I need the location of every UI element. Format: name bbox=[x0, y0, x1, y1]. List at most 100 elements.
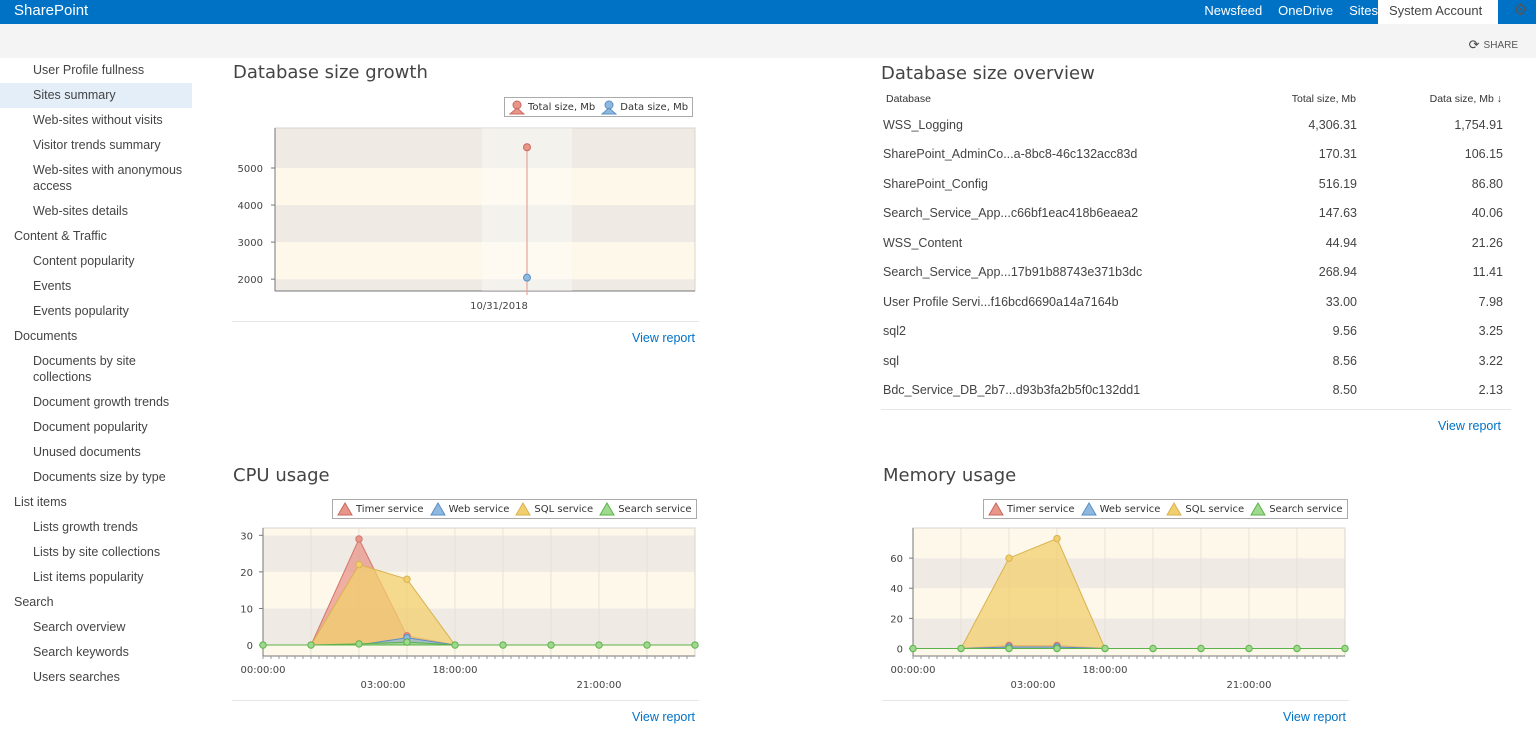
legend-label: Web service bbox=[448, 503, 510, 515]
sidebar-item[interactable]: Users searches bbox=[33, 670, 120, 684]
data-point bbox=[355, 535, 363, 543]
data-point bbox=[957, 644, 965, 653]
nav-newsfeed[interactable]: Newsfeed bbox=[1204, 3, 1263, 18]
table-row[interactable]: Bdc_Service_DB_2b7...d93b3fa2b5f0c132dd1… bbox=[881, 376, 1507, 406]
sidebar-item[interactable]: Document popularity bbox=[33, 420, 148, 434]
table-row[interactable]: WSS_Content 44.94 21.26 bbox=[881, 228, 1507, 258]
legend-label: Total size, Mb bbox=[528, 101, 596, 113]
nav-sites[interactable]: Sites bbox=[1349, 3, 1378, 18]
legend-search-service: Search service bbox=[599, 501, 692, 517]
y-tick-label: 5000 bbox=[238, 164, 263, 175]
data-point bbox=[451, 641, 459, 649]
y-tick-label: 2000 bbox=[238, 275, 263, 286]
table-row[interactable]: User Profile Servi...f16bcd6690a14a7164b… bbox=[881, 287, 1507, 317]
growth-chart: 2000 3000 4000 5000 10/31/2018 bbox=[238, 127, 696, 312]
sidebar-section-header[interactable]: Search bbox=[14, 595, 54, 609]
total-size-cell: 4,306.31 bbox=[1308, 117, 1357, 132]
sidebar-item[interactable]: Unused documents bbox=[33, 445, 141, 459]
x-tick-label: 00:00:00 bbox=[241, 665, 286, 676]
column-total-size[interactable]: Total size, Mb bbox=[1291, 93, 1356, 105]
data-size-cell: 40.06 bbox=[1471, 206, 1503, 221]
y-tick-label: 40 bbox=[890, 584, 903, 595]
table-row[interactable]: SharePoint_Config 516.19 86.80 bbox=[881, 169, 1507, 199]
sidebar-item[interactable]: Documents size by type bbox=[33, 470, 166, 484]
total-size-cell: 8.50 bbox=[1332, 383, 1357, 398]
db-name-cell: Search_Service_App...17b91b88743e371b3dc bbox=[883, 265, 1143, 280]
legend-label: Timer service bbox=[1007, 503, 1075, 515]
y-tick-label: 4000 bbox=[238, 201, 263, 212]
app-brand[interactable]: SharePoint bbox=[14, 2, 89, 19]
plot-band bbox=[275, 205, 695, 243]
total-size-cell: 170.31 bbox=[1318, 147, 1357, 162]
memory-title: Memory usage bbox=[883, 465, 1017, 486]
sidebar-section-header[interactable]: Documents bbox=[14, 329, 78, 343]
sidebar-item[interactable]: Web-sites with anonymous access bbox=[33, 163, 183, 193]
gear-icon[interactable]: ⚙ bbox=[1513, 2, 1528, 19]
sidebar-item[interactable]: Sites summary bbox=[0, 83, 192, 108]
legend-data-size: Data size, Mb bbox=[601, 99, 688, 115]
sidebar-section-header[interactable]: List items bbox=[14, 495, 67, 509]
y-tick-label: 30 bbox=[240, 531, 253, 542]
left-navigation: User Profile fullness Sites summary Web-si… bbox=[0, 58, 192, 690]
sidebar-item[interactable]: Events popularity bbox=[33, 304, 129, 318]
account-menu[interactable]: System Account bbox=[1378, 0, 1498, 24]
growth-view-report-link[interactable]: View report bbox=[632, 331, 695, 345]
cpu-chart: 0 10 20 30 00:00:00 03:00:00 18:00:00 21:00:00 bbox=[240, 527, 699, 691]
sidebar-item[interactable]: Document growth trends bbox=[33, 395, 170, 409]
sidebar-item[interactable]: Content popularity bbox=[33, 254, 135, 268]
legend-marker-data bbox=[601, 100, 618, 115]
sidebar-item[interactable]: Documents by site collections bbox=[33, 354, 136, 384]
sidebar-item[interactable]: Web-sites without visits bbox=[33, 113, 163, 127]
suite-bar: SharePoint Newsfeed OneDrive Sites Syste… bbox=[0, 0, 1536, 24]
y-tick-label: 0 bbox=[897, 644, 903, 655]
data-point bbox=[1005, 554, 1013, 562]
overview-view-report-link[interactable]: View report bbox=[1438, 419, 1501, 433]
x-tick-label: 10/31/2018 bbox=[470, 301, 528, 312]
divider bbox=[232, 321, 699, 322]
table-row[interactable]: WSS_Logging 4,306.31 1,754.91 bbox=[881, 110, 1507, 140]
table-row[interactable]: SharePoint_AdminCo...a-8bc8-46c132acc83d… bbox=[881, 140, 1507, 170]
db-name-cell: sql bbox=[883, 353, 899, 368]
legend-sql-service: SQL service bbox=[1166, 501, 1244, 517]
table-row[interactable]: Search_Service_App...c66bf1eac418b6eaea2… bbox=[881, 199, 1507, 229]
legend-marker-timer bbox=[988, 502, 1004, 516]
sidebar-item[interactable]: Lists by site collections bbox=[33, 545, 161, 559]
sidebar-item[interactable]: Lists growth trends bbox=[33, 520, 138, 534]
sidebar-section-header[interactable]: Content & Traffic bbox=[14, 229, 107, 243]
table-row[interactable]: sql2 9.56 3.25 bbox=[881, 317, 1507, 347]
plot-band bbox=[275, 242, 695, 280]
data-size-cell: 11.41 bbox=[1472, 265, 1503, 280]
cpu-view-report-link[interactable]: View report bbox=[632, 710, 695, 724]
divider bbox=[881, 409, 1511, 410]
sidebar-item[interactable]: Events bbox=[33, 279, 72, 293]
legend-timer-service: Timer service bbox=[988, 501, 1075, 517]
memory-view-report-link[interactable]: View report bbox=[1283, 710, 1346, 724]
divider bbox=[232, 700, 699, 701]
sidebar-item[interactable]: Web-sites details bbox=[33, 204, 128, 218]
table-row[interactable]: Search_Service_App...17b91b88743e371b3dc… bbox=[881, 258, 1507, 288]
data-point bbox=[1101, 644, 1109, 653]
data-point bbox=[595, 641, 603, 649]
sidebar-item[interactable]: List items popularity bbox=[33, 570, 144, 584]
table-row[interactable]: sql 8.56 3.22 bbox=[881, 346, 1507, 376]
data-size-cell: 1,754.91 bbox=[1454, 117, 1503, 132]
share-button[interactable]: ⟳ SHARE bbox=[1469, 37, 1518, 53]
legend-total-size: Total size, Mb bbox=[509, 99, 595, 115]
data-size-cell: 106.15 bbox=[1464, 147, 1503, 162]
plot-band bbox=[275, 279, 695, 291]
data-point bbox=[547, 641, 555, 649]
data-point bbox=[1293, 644, 1301, 653]
sidebar-item[interactable]: Visitor trends summary bbox=[33, 138, 161, 152]
data-size-cell: 2.13 bbox=[1478, 383, 1503, 398]
column-data-size[interactable]: Data size, Mb ↓ bbox=[1361, 88, 1507, 110]
sidebar-item[interactable]: Search overview bbox=[33, 620, 126, 634]
legend-marker-search bbox=[599, 502, 616, 516]
column-database[interactable]: Database bbox=[886, 93, 931, 105]
cpu-legend: Timer service Web service SQL service Se… bbox=[332, 499, 697, 519]
nav-onedrive[interactable]: OneDrive bbox=[1278, 3, 1334, 18]
legend-label: Web service bbox=[1099, 503, 1161, 515]
legend-marker-search bbox=[1250, 502, 1267, 516]
sidebar-item[interactable]: Search keywords bbox=[33, 645, 129, 659]
db-name-cell: sql2 bbox=[883, 324, 906, 339]
sidebar-item[interactable]: User Profile fullness bbox=[33, 63, 145, 77]
